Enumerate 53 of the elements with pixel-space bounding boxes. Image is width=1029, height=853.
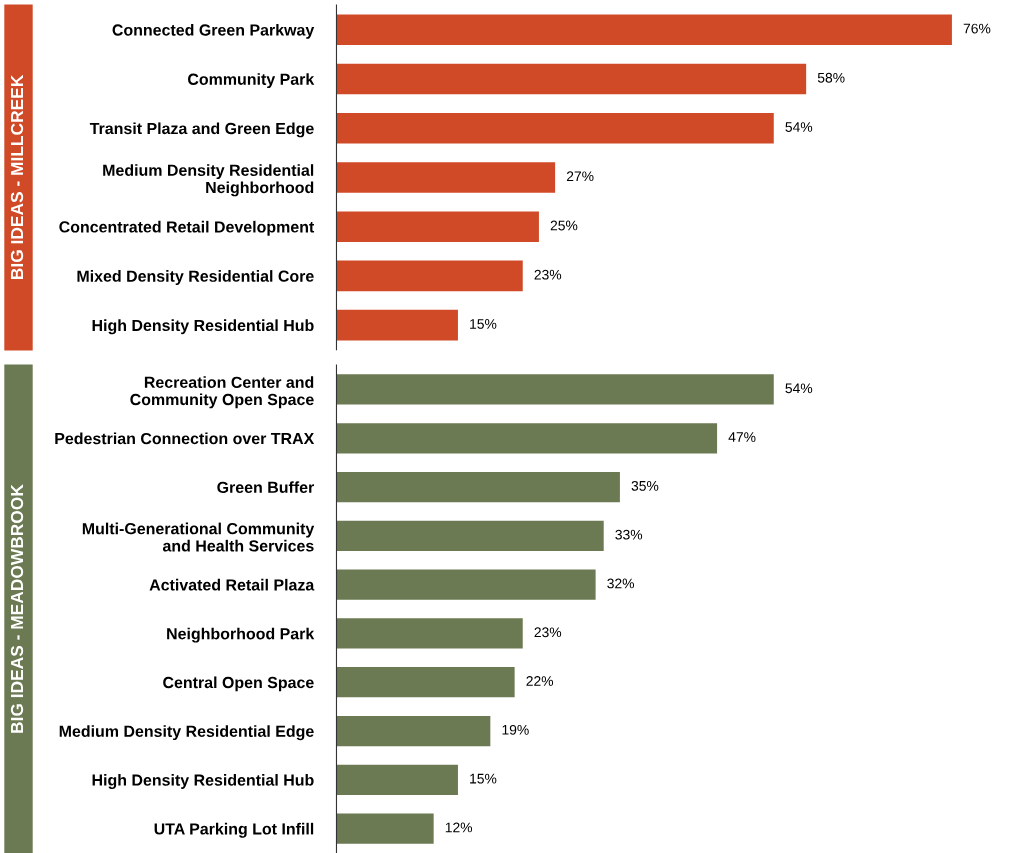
y-tick-label: Mixed Density Residential Core [77, 270, 314, 285]
bar [336, 211, 539, 242]
data-label: 35% [631, 480, 659, 491]
bar [336, 374, 774, 405]
data-label: 19% [502, 724, 529, 735]
bar [336, 715, 491, 747]
y-tick-label: Activated Retail Plaza [149, 578, 315, 591]
y-tick-label: Transit Plaza and Green Edge [89, 122, 314, 138]
bar [336, 14, 952, 45]
y-axis-title: BIG IDEAS - MILLCREEK [10, 74, 24, 279]
y-tick-label: Multi-Generational Community and Health Services [82, 522, 315, 552]
y-tick-label: Concentrated Retail Development [59, 220, 315, 236]
data-label: 12% [445, 822, 473, 833]
bar [336, 520, 604, 551]
bar [336, 569, 596, 600]
bar [336, 618, 523, 649]
data-label: 47% [728, 432, 756, 442]
data-label: 54% [785, 122, 813, 132]
data-label: 15% [470, 319, 497, 329]
y-tick-label: Pedestrian Connection over TRAX [55, 432, 315, 445]
bar [336, 162, 556, 193]
y-tick-label: Medium Density Residential Neighborhood [103, 164, 314, 197]
bar [336, 260, 523, 292]
bar [336, 423, 718, 454]
data-label: 23% [534, 627, 562, 638]
y-tick-label: High Density Residential Hub [92, 774, 314, 789]
data-label: 15% [470, 773, 497, 784]
data-label: 25% [550, 220, 578, 231]
bar [336, 813, 434, 844]
y-tick-label: Medium Density Residential Edge [59, 725, 314, 741]
bar [336, 471, 620, 503]
y-tick-label: Community Park [188, 73, 315, 89]
y-tick-label: Neighborhood Park [167, 627, 315, 643]
y-tick-label: High Density Residential Hub [92, 319, 314, 335]
data-label: 27% [566, 171, 594, 182]
data-label: 76% [963, 23, 991, 34]
data-label: 58% [817, 72, 845, 83]
y-tick-label: Green Buffer [217, 481, 315, 494]
bar [336, 63, 807, 95]
bar [336, 764, 458, 795]
data-label: 32% [607, 578, 635, 589]
data-label: 22% [526, 676, 554, 686]
data-label: 33% [615, 529, 643, 540]
y-tick-label: Central Open Space [163, 676, 314, 692]
y-tick-label: Connected Green Parkway [112, 23, 315, 39]
bar [336, 112, 774, 144]
data-label: 54% [785, 383, 813, 394]
bar [336, 309, 458, 341]
y-tick-label: Recreation Center and Community Open Space [130, 376, 314, 409]
y-tick-label: UTA Parking Lot Infill [154, 822, 314, 838]
data-label: 23% [534, 269, 562, 280]
y-axis-title: BIG IDEAS - MEADOWBROOK [10, 484, 24, 733]
bar [336, 667, 515, 698]
